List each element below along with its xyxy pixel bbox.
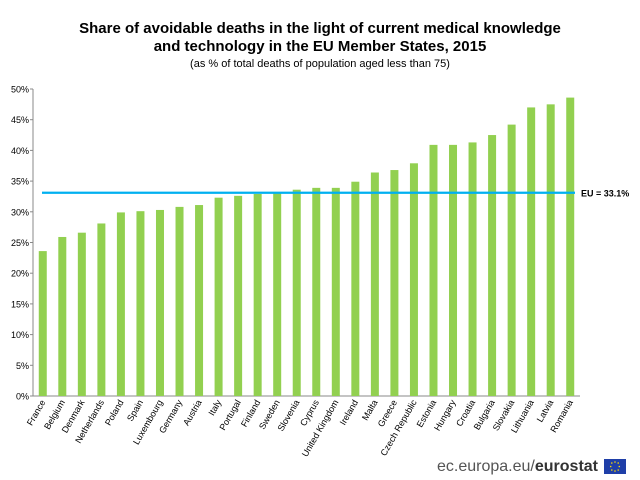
y-tick-label: 5% bbox=[16, 361, 29, 371]
bar bbox=[390, 170, 399, 396]
bar bbox=[468, 142, 477, 396]
eu-flag-icon bbox=[604, 459, 626, 474]
footer-source: ec.europa.eu/eurostat bbox=[437, 458, 598, 476]
bar bbox=[234, 195, 243, 396]
bar bbox=[273, 192, 282, 396]
bar bbox=[195, 205, 204, 396]
chart-title-line2: and technology in the EU Member States, … bbox=[153, 38, 487, 55]
bar bbox=[38, 251, 47, 396]
bar bbox=[58, 236, 67, 396]
bar bbox=[449, 144, 458, 396]
bar bbox=[292, 189, 301, 396]
y-tick-label: 10% bbox=[11, 330, 29, 340]
bar bbox=[429, 144, 438, 396]
bar bbox=[77, 232, 86, 396]
bar bbox=[351, 181, 360, 396]
x-tick-label: Latvia bbox=[535, 398, 556, 424]
footer-brand: eurostat bbox=[534, 458, 598, 475]
bar bbox=[97, 223, 106, 396]
bar bbox=[488, 135, 497, 397]
y-tick-label: 30% bbox=[11, 207, 29, 217]
bar bbox=[527, 107, 536, 397]
x-tick-label: Austria bbox=[181, 398, 204, 427]
y-tick-label: 50% bbox=[11, 85, 29, 95]
bar bbox=[136, 211, 145, 396]
bar bbox=[312, 187, 321, 396]
x-tick-label: Spain bbox=[125, 398, 145, 423]
footer-domain: ec.europa.eu/ bbox=[437, 458, 535, 475]
y-tick-label: 15% bbox=[11, 299, 29, 309]
bar bbox=[175, 206, 184, 396]
bar bbox=[155, 209, 164, 396]
eu-average-label: EU = 33.1% bbox=[581, 188, 629, 198]
bar bbox=[214, 197, 223, 396]
bar bbox=[253, 193, 262, 396]
chart-title-line1: Share of avoidable deaths in the light o… bbox=[79, 20, 561, 37]
bar bbox=[370, 172, 379, 396]
x-tick-label: Ireland bbox=[338, 398, 360, 427]
y-tick-label: 20% bbox=[11, 269, 29, 279]
y-tick-label: 35% bbox=[11, 177, 29, 187]
y-tick-label: 40% bbox=[11, 146, 29, 156]
x-tick-label: Italy bbox=[206, 398, 223, 418]
bar bbox=[507, 124, 516, 396]
x-tick-label: Poland bbox=[103, 398, 126, 427]
bar bbox=[566, 97, 575, 396]
bar bbox=[546, 104, 555, 396]
chart-subtitle: (as % of total deaths of population aged… bbox=[190, 58, 450, 70]
y-tick-label: 45% bbox=[11, 115, 29, 125]
x-tick-label: Malta bbox=[360, 398, 380, 422]
y-tick-label: 0% bbox=[16, 392, 29, 402]
y-tick-label: 25% bbox=[11, 238, 29, 248]
bar bbox=[409, 163, 418, 396]
bar bbox=[116, 212, 125, 396]
bar bbox=[331, 187, 340, 396]
